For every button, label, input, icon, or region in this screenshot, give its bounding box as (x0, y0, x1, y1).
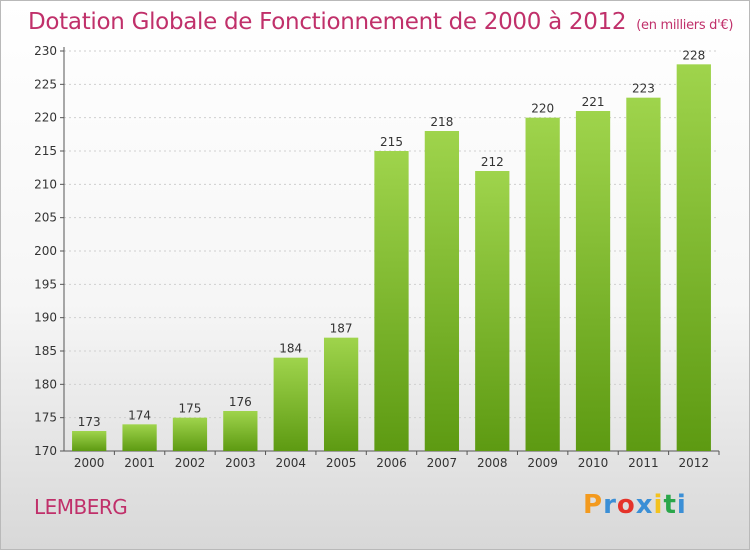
value-label-2003: 176 (229, 395, 252, 409)
bar-2004 (273, 357, 308, 451)
x-tick-label-2012: 2012 (679, 456, 710, 470)
bar-2003 (223, 411, 258, 451)
logo-letter: i (676, 490, 687, 520)
y-tick-label: 180 (34, 377, 57, 391)
value-label-2000: 173 (78, 415, 101, 429)
value-label-2008: 212 (481, 155, 504, 169)
labels: 170 175 180 185 190 195 200 205 210 215 220 225 230 1… (34, 44, 709, 470)
bar-2012 (676, 64, 711, 452)
x-tick-label-2000: 2000 (74, 456, 105, 470)
y-tick-label: 220 (34, 111, 57, 125)
logo-letter: i (653, 490, 664, 520)
value-label-2006: 215 (380, 135, 403, 149)
value-label-2002: 175 (179, 402, 202, 416)
bar-2002 (172, 417, 208, 451)
x-tick-label-2004: 2004 (275, 456, 306, 470)
bar-2005 (323, 337, 359, 451)
value-label-2012: 228 (682, 48, 705, 62)
bar-2010 (575, 111, 611, 451)
y-tick-label: 210 (34, 177, 57, 191)
x-tick-label-2007: 2007 (427, 456, 458, 470)
y-tick-label: 205 (34, 211, 57, 225)
commune-name: LEMBERG (34, 495, 128, 519)
x-tick-label-2003: 2003 (225, 456, 256, 470)
y-tick-label: 230 (34, 44, 57, 58)
y-tick-label: 200 (34, 244, 57, 258)
x-tick-label-2008: 2008 (477, 456, 508, 470)
x-tick-label-2005: 2005 (326, 456, 357, 470)
bar-2011 (626, 97, 661, 452)
value-label-2010: 221 (582, 95, 605, 109)
x-tick-label-2001: 2001 (124, 456, 155, 470)
y-tick-label: 190 (34, 311, 57, 325)
y-tick-label: 170 (34, 444, 57, 458)
chart-subtitle: (en milliers d'€) (636, 18, 734, 33)
bar-2009 (525, 117, 560, 452)
value-label-2005: 187 (330, 322, 353, 336)
logo-letter: t (663, 490, 677, 520)
bars (72, 64, 711, 452)
y-tick-label: 185 (34, 344, 57, 358)
value-label-2004: 184 (279, 342, 302, 356)
logo-letter: x (635, 490, 654, 520)
x-tick-label-2010: 2010 (578, 456, 609, 470)
chart-title: Dotation Globale de Fonctionnement de 20… (28, 9, 733, 35)
value-label-2009: 220 (531, 102, 554, 116)
x-tick-label-2002: 2002 (175, 456, 206, 470)
logo-letter: P (583, 490, 604, 520)
bar-2008 (475, 171, 510, 451)
x-tick-label-2011: 2011 (628, 456, 659, 470)
bar-2000 (72, 431, 107, 451)
logo-letter: r (603, 490, 617, 520)
proxiti-logo: Proxiti (583, 490, 687, 520)
logo-letter: o (616, 490, 636, 520)
value-label-2011: 223 (632, 82, 655, 96)
bar-2001 (122, 424, 157, 451)
value-label-2001: 174 (128, 408, 151, 422)
x-tick-label-2006: 2006 (376, 456, 407, 470)
bar-2006 (374, 151, 409, 451)
y-tick-label: 225 (34, 77, 57, 91)
y-tick-label: 175 (34, 411, 57, 425)
value-label-2007: 218 (430, 115, 453, 129)
x-tick-label-2009: 2009 (527, 456, 558, 470)
chart-title-text: Dotation Globale de Fonctionnement de 20… (28, 9, 627, 35)
bar-2007 (424, 131, 460, 451)
y-tick-label: 215 (34, 144, 57, 158)
y-tick-label: 195 (34, 277, 57, 291)
